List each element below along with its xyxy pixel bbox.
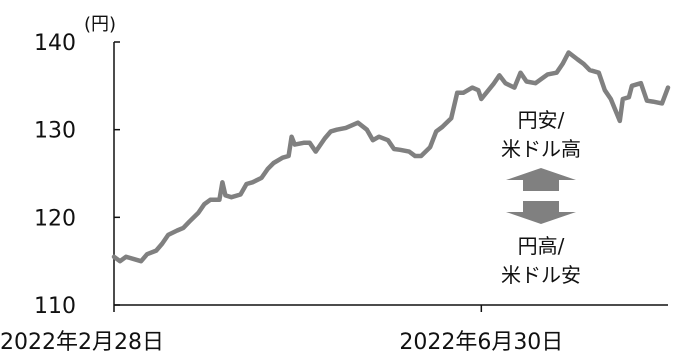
x-tick-label: 2022年6月30日 bbox=[399, 330, 563, 355]
y-axis-ticks: 140 130 120 110 bbox=[34, 31, 120, 319]
y-tick-label: 120 bbox=[34, 206, 76, 231]
annotation-down-line-1: 円高/ bbox=[518, 234, 565, 258]
y-tick-label: 130 bbox=[34, 119, 76, 144]
y-tick-label: 110 bbox=[34, 294, 76, 319]
annotation-up-line-2: 米ドル高 bbox=[501, 137, 581, 161]
y-tick-label: 140 bbox=[34, 31, 76, 56]
series-line-usd-jpy bbox=[111, 50, 671, 264]
annotation-up-line-1: 円安/ bbox=[518, 108, 565, 132]
x-tick-label: 2022年2月28日 bbox=[0, 330, 164, 355]
unit-label: (円) bbox=[84, 14, 116, 35]
annotation-down-line-2: 米ドル安 bbox=[501, 263, 581, 287]
annotation-yen-weak: 円安/ 米ドル高 bbox=[501, 108, 581, 161]
arrow-up-icon bbox=[506, 168, 576, 191]
annotation-yen-strong: 円高/ 米ドル安 bbox=[501, 234, 581, 287]
arrow-down-icon bbox=[506, 201, 576, 224]
x-axis-ticks: 2022年2月28日 2022年6月30日 bbox=[0, 305, 563, 355]
